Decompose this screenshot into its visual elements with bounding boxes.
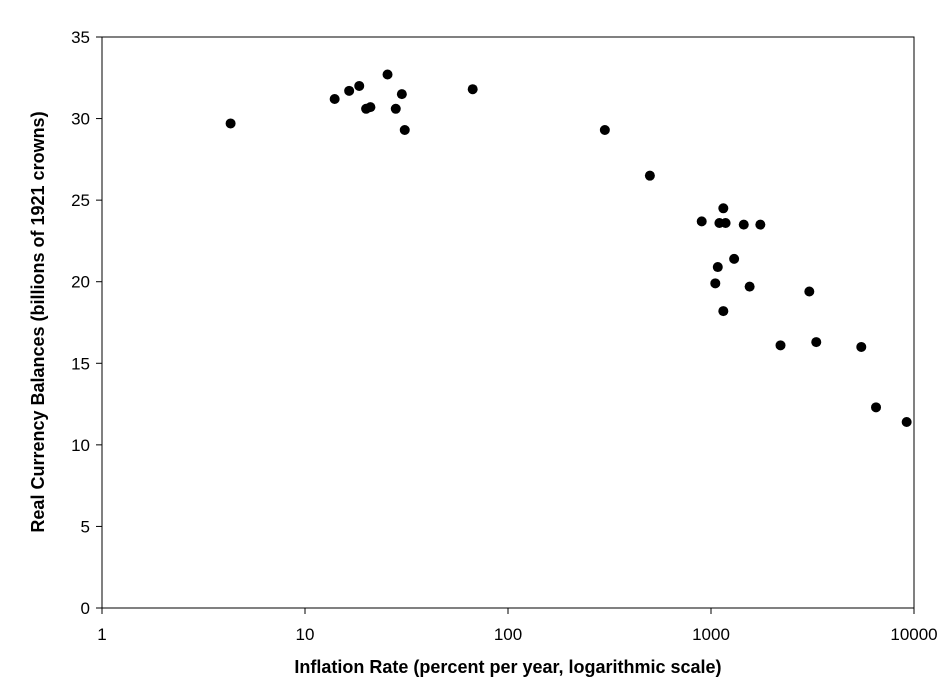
data-point — [856, 341, 867, 352]
data-point — [354, 80, 365, 91]
data-point — [382, 69, 393, 80]
data-point — [396, 89, 407, 100]
data-point — [696, 216, 707, 227]
data-point — [901, 417, 912, 428]
data-point — [599, 124, 610, 135]
y-tick-label: 30 — [71, 110, 90, 129]
x-axis: 1 10 100 1000 10000 — [97, 608, 938, 644]
plot-frame — [101, 36, 915, 609]
data-point — [365, 102, 376, 113]
x-axis-title: Inflation Rate (percent per year, logari… — [294, 657, 721, 677]
data-point — [710, 278, 721, 289]
data-point — [344, 85, 355, 96]
data-point — [467, 84, 478, 95]
y-tick-label: 5 — [81, 517, 90, 536]
data-point — [775, 340, 786, 351]
y-tick-label: 20 — [71, 273, 90, 292]
data-point — [718, 306, 729, 317]
x-tick-label: 10 — [296, 625, 315, 644]
x-tick-label: 100 — [494, 625, 522, 644]
data-point — [390, 103, 401, 114]
x-tick-label: 10000 — [890, 625, 937, 644]
data-point — [225, 118, 236, 129]
data-point — [329, 93, 340, 104]
y-tick-label: 10 — [71, 436, 90, 455]
data-point — [744, 281, 755, 292]
data-point — [729, 253, 740, 264]
data-point — [871, 402, 882, 413]
data-point — [720, 217, 731, 228]
data-point — [712, 262, 723, 273]
data-point — [804, 286, 815, 297]
data-point — [644, 170, 655, 181]
data-point — [738, 219, 749, 230]
data-point — [718, 203, 729, 214]
data-points — [225, 69, 912, 428]
y-axis-title: Real Currency Balances (billions of 1921… — [28, 111, 48, 532]
x-tick-label: 1 — [97, 625, 106, 644]
data-point — [755, 219, 766, 230]
y-axis: 0 5 10 15 20 25 30 35 — [71, 28, 102, 618]
y-tick-label: 35 — [71, 28, 90, 47]
y-tick-label: 25 — [71, 191, 90, 210]
data-point — [811, 337, 822, 348]
y-tick-label: 15 — [71, 354, 90, 373]
y-tick-label: 0 — [81, 599, 90, 618]
x-tick-label: 1000 — [692, 625, 730, 644]
data-point — [399, 124, 410, 135]
